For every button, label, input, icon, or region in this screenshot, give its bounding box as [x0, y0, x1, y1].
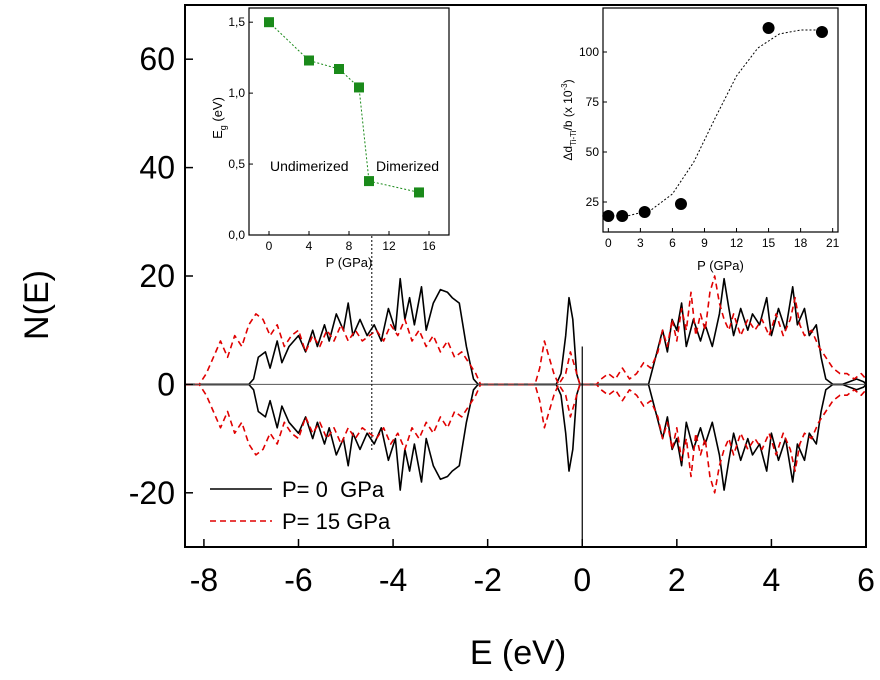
gap-data-point [264, 17, 274, 28]
gap-x-tick-label: 16 [422, 239, 436, 253]
distance-y-tick-label: 75 [586, 95, 600, 109]
x-tick-label: 2 [668, 562, 686, 598]
gap-x-tick-label: 0 [266, 239, 273, 253]
gap-y-tick-label: 0,0 [228, 228, 245, 242]
gap-annotation-0: Undimerized [270, 158, 349, 174]
main-x-ticks: -8 -6 -4 -2 0 2 4 6 [190, 539, 875, 598]
gap-data-point [354, 82, 364, 93]
gap-x-tick-label: 4 [306, 239, 313, 253]
series-1-down-line [185, 383, 867, 494]
distance-x-tick-label: 9 [701, 236, 708, 250]
dos-curves [185, 275, 867, 494]
gap-connector-line [268, 21, 420, 193]
y-tick-label: -20 [129, 475, 175, 511]
y-tick-label: 20 [139, 258, 175, 294]
distance-y-label-mid: /b (x 10 [561, 90, 575, 130]
x-tick-label: -2 [473, 562, 501, 598]
distance-y-label-post: ) [561, 79, 575, 83]
legend-label-1: P= 15 GPa [282, 509, 391, 534]
x-tick-label: -8 [190, 562, 218, 598]
gap-x-tick-label: 8 [346, 239, 353, 253]
legend-label-0: P= 0 GPa [282, 477, 385, 502]
gap-annotation-1: Dimerized [376, 158, 439, 174]
gap-data-point [304, 55, 314, 66]
gap-y-label-unit: (eV) [210, 97, 225, 125]
x-tick-label: -4 [379, 562, 407, 598]
gap-y-axis-label: Eg (eV) [210, 97, 228, 139]
distance-data-point [616, 210, 629, 222]
gap-y-tick-label: 0,5 [228, 157, 245, 171]
y-tick-label: 40 [139, 150, 175, 186]
x-tick-label: -6 [284, 562, 312, 598]
x-tick-label: 0 [573, 562, 591, 598]
series-0-up-line [185, 277, 867, 386]
distance-inset-frame [602, 7, 839, 233]
distance-data-point [762, 22, 775, 34]
gap-x-tick-label: 12 [382, 239, 396, 253]
distance-y-label-pre: Δd [561, 146, 575, 161]
distance-x-tick-label: 3 [637, 236, 644, 250]
inset-ti-ti-distance: 0 3 6 9 12 15 18 21 25 50 75 100 P (GPa) ΔdTi-Ti/b (x… [560, 7, 840, 273]
series-1-up-line [185, 275, 867, 386]
main-y-ticks: -20 0 20 40 60 [129, 41, 193, 511]
distance-x-tick-label: 0 [605, 236, 612, 250]
x-tick-label: 6 [857, 562, 875, 598]
distance-data-point [674, 198, 687, 210]
main-y-axis-label: N(E) [18, 270, 56, 340]
distance-y-label-sup: -3 [560, 83, 569, 91]
distance-y-tick-label: 25 [586, 195, 600, 209]
distance-x-tick-label: 6 [669, 236, 676, 250]
gap-y-tick-label: 1,0 [228, 86, 245, 100]
distance-x-tick-label: 18 [794, 236, 808, 250]
reference-lines [185, 236, 866, 545]
y-tick-label: 0 [157, 366, 175, 402]
distance-y-tick-label: 100 [579, 45, 599, 59]
gap-data-point [334, 64, 344, 75]
main-x-axis-label: E (eV) [470, 634, 566, 672]
gap-inset-frame [248, 7, 450, 236]
y-tick-label: 60 [139, 41, 175, 77]
gap-y-label-main: E [210, 130, 225, 139]
distance-data-point [815, 26, 828, 38]
inset-band-gap: 0 4 8 12 16 0,0 0,5 1,0 1,5 P (GPa) Eg (eV) Undimer… [210, 7, 450, 270]
series-0-down-line [185, 383, 867, 491]
distance-x-axis-label: P (GPa) [697, 258, 744, 273]
x-tick-label: 4 [763, 562, 781, 598]
distance-x-tick-label: 12 [730, 236, 744, 250]
distance-data-point [602, 210, 615, 222]
distance-x-tick-label: 15 [762, 236, 776, 250]
distance-y-label-sub: Ti-Ti [569, 130, 578, 146]
gap-x-axis-label: P (GPa) [326, 255, 373, 270]
main-legend: P= 0 GPa P= 15 GPa [210, 477, 391, 534]
distance-y-axis-label: ΔdTi-Ti/b (x 10-3) [560, 79, 578, 160]
gap-data-point [414, 187, 424, 198]
distance-data-point [638, 206, 651, 218]
gap-y-tick-label: 1,5 [228, 15, 245, 29]
distance-x-tick-label: 21 [826, 236, 840, 250]
gap-y-label-sub: g [218, 125, 228, 130]
distance-y-tick-label: 50 [586, 145, 600, 159]
gap-data-point [364, 176, 374, 187]
